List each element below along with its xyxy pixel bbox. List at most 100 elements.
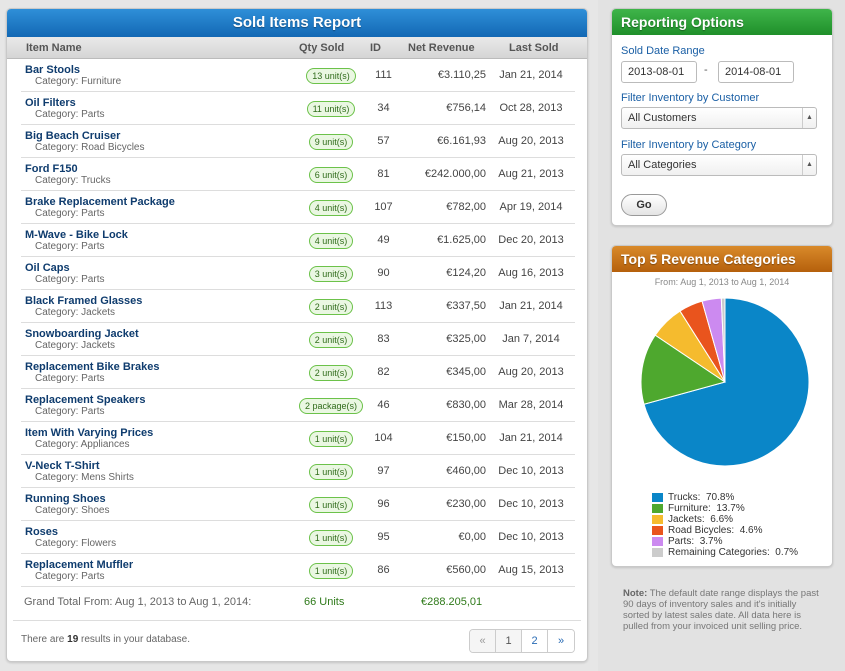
qty-badge: 2 package(s) xyxy=(298,398,364,414)
table-row[interactable]: Replacement Speakers Category: Parts 2 pac… xyxy=(21,389,575,422)
item-name: Snowboarding Jacket xyxy=(25,328,139,340)
revenue-chart-title: Top 5 Revenue Categories xyxy=(612,246,832,272)
col-id[interactable]: ID xyxy=(370,42,381,54)
last-sold: Aug 16, 2013 xyxy=(498,267,564,279)
table-row[interactable]: Black Framed Glasses Category: Jackets 2 u… xyxy=(21,290,575,323)
sidebar: Reporting Options Sold Date Range 2013-0… xyxy=(598,0,845,671)
qty-badge: 2 unit(s) xyxy=(308,365,354,381)
qty-badge: 2 unit(s) xyxy=(308,332,354,348)
net-revenue: €3.110,25 xyxy=(437,69,486,81)
qty-sold: 3 unit(s) xyxy=(291,266,371,282)
table-row[interactable]: Oil Caps Category: Parts 3 unit(s) 90 €124,2… xyxy=(21,257,575,290)
table-row[interactable]: Brake Replacement Package Category: Parts… xyxy=(21,191,575,224)
item-id: 104 xyxy=(374,432,393,444)
item-name: Item With Varying Prices xyxy=(25,427,154,439)
legend-label: Trucks: xyxy=(668,492,701,503)
last-sold: Oct 28, 2013 xyxy=(499,102,563,114)
qty-badge: 4 unit(s) xyxy=(308,233,354,249)
qty-sold: 1 unit(s) xyxy=(291,431,371,447)
qty-badge: 4 unit(s) xyxy=(308,200,354,216)
date-to-input[interactable]: 2014-08-01 xyxy=(718,61,794,83)
last-sold: Dec 10, 2013 xyxy=(498,531,564,543)
category-select[interactable]: All Categories ▲ xyxy=(621,154,817,176)
item-name: Replacement Muffler xyxy=(25,559,134,571)
net-revenue: €345,00 xyxy=(446,366,486,378)
item-id: 81 xyxy=(377,168,390,180)
legend-value: 3.7% xyxy=(699,536,723,547)
item-category: Category: Shoes xyxy=(35,505,110,516)
item-id: 86 xyxy=(377,564,390,576)
col-net-revenue[interactable]: Net Revenue xyxy=(408,42,475,54)
net-revenue: €150,00 xyxy=(446,432,486,444)
pie-slice-remaining-categories[interactable] xyxy=(720,297,726,383)
legend-item: Remaining Categories: 0.7% xyxy=(652,547,798,558)
pagination-prev[interactable]: « xyxy=(470,630,496,652)
last-sold: Aug 20, 2013 xyxy=(498,366,564,378)
revenue-pie-chart xyxy=(640,297,810,467)
qty-badge: 1 unit(s) xyxy=(308,530,354,546)
reporting-options-panel: Reporting Options Sold Date Range 2013-0… xyxy=(611,8,833,226)
legend-label: Remaining Categories: xyxy=(668,547,770,558)
table-row[interactable]: Bar Stools Category: Furniture 13 unit(s) 1… xyxy=(21,59,575,92)
net-revenue: €460,00 xyxy=(446,465,486,477)
item-category: Category: Flowers xyxy=(35,538,117,549)
table-row[interactable]: M-Wave - Bike Lock Category: Parts 4 unit(… xyxy=(21,224,575,257)
table-row[interactable]: Item With Varying Prices Category: Applia… xyxy=(21,422,575,455)
net-revenue: €830,00 xyxy=(446,399,486,411)
qty-badge: 1 unit(s) xyxy=(308,563,354,579)
table-row[interactable]: Replacement Muffler Category: Parts 1 unit… xyxy=(21,554,575,587)
divider xyxy=(13,620,581,621)
table-row[interactable]: Oil Filters Category: Parts 11 unit(s) 34 €7… xyxy=(21,92,575,125)
table-row[interactable]: Replacement Bike Brakes Category: Parts 2 … xyxy=(21,356,575,389)
date-from-input[interactable]: 2013-08-01 xyxy=(621,61,697,83)
table-row[interactable]: Ford F150 Category: Trucks 6 unit(s) 81 €242… xyxy=(21,158,575,191)
qty-badge: 1 unit(s) xyxy=(308,497,354,513)
net-revenue: €560,00 xyxy=(446,564,486,576)
item-category: Category: Furniture xyxy=(35,76,122,87)
item-category: Category: Parts xyxy=(35,406,105,417)
table-row[interactable]: Big Beach Cruiser Category: Road Bicycles… xyxy=(21,125,575,158)
legend-item: Furniture: 13.7% xyxy=(652,503,798,514)
last-sold: Dec 10, 2013 xyxy=(498,465,564,477)
legend-label: Road Bicycles: xyxy=(668,525,735,536)
results-count: 19 xyxy=(67,634,79,645)
item-id: 57 xyxy=(377,135,390,147)
category-filter-label: Filter Inventory by Category xyxy=(621,139,757,151)
last-sold: Dec 20, 2013 xyxy=(498,234,564,246)
legend-value: 70.8% xyxy=(705,492,735,503)
pagination-next[interactable]: » xyxy=(548,630,574,652)
qty-sold: 11 unit(s) xyxy=(291,101,371,117)
table-row[interactable]: V-Neck T-Shirt Category: Mens Shirts 1 uni… xyxy=(21,455,575,488)
table-row[interactable]: Snowboarding Jacket Category: Jackets 2 un… xyxy=(21,323,575,356)
qty-sold: 1 unit(s) xyxy=(291,563,371,579)
go-button[interactable]: Go xyxy=(621,194,667,216)
legend-swatch xyxy=(652,526,663,535)
chevron-down-icon: ▲ xyxy=(802,155,816,175)
item-id: 111 xyxy=(375,69,392,81)
reporting-options-title: Reporting Options xyxy=(612,9,832,35)
item-id: 107 xyxy=(374,201,393,213)
item-category: Category: Parts xyxy=(35,241,105,252)
col-qty-sold[interactable]: Qty Sold xyxy=(299,42,345,54)
category-select-value: All Categories xyxy=(628,159,697,171)
customer-select[interactable]: All Customers ▲ xyxy=(621,107,817,129)
item-name: Big Beach Cruiser xyxy=(25,130,121,142)
pie-slice-trucks[interactable] xyxy=(643,297,810,467)
qty-badge: 6 unit(s) xyxy=(308,167,354,183)
pie-slice-furniture[interactable] xyxy=(640,334,727,405)
pagination-page-2[interactable]: 2 xyxy=(522,630,548,652)
grand-total-units: 66 Units xyxy=(304,596,345,608)
chart-legend: Trucks: 70.8% Furniture: 13.7% Jackets: 6.… xyxy=(652,492,798,558)
col-item-name[interactable]: Item Name xyxy=(26,42,82,54)
col-last-sold[interactable]: Last Sold xyxy=(509,42,559,54)
date-range-label: Sold Date Range xyxy=(621,45,705,57)
item-name: Replacement Bike Brakes xyxy=(25,361,160,373)
table-row[interactable]: Roses Category: Flowers 1 unit(s) 95 €0,00 De… xyxy=(21,521,575,554)
last-sold: Jan 7, 2014 xyxy=(502,333,560,345)
pagination-page-1[interactable]: 1 xyxy=(496,630,522,652)
table-header: Item Name Qty Sold ID Net Revenue Last S… xyxy=(7,37,587,59)
table-row[interactable]: Running Shoes Category: Shoes 1 unit(s) 96 €… xyxy=(21,488,575,521)
item-category: Category: Jackets xyxy=(35,340,116,351)
revenue-chart-panel: Top 5 Revenue Categories From: Aug 1, 20… xyxy=(611,245,833,567)
item-id: 96 xyxy=(377,498,390,510)
